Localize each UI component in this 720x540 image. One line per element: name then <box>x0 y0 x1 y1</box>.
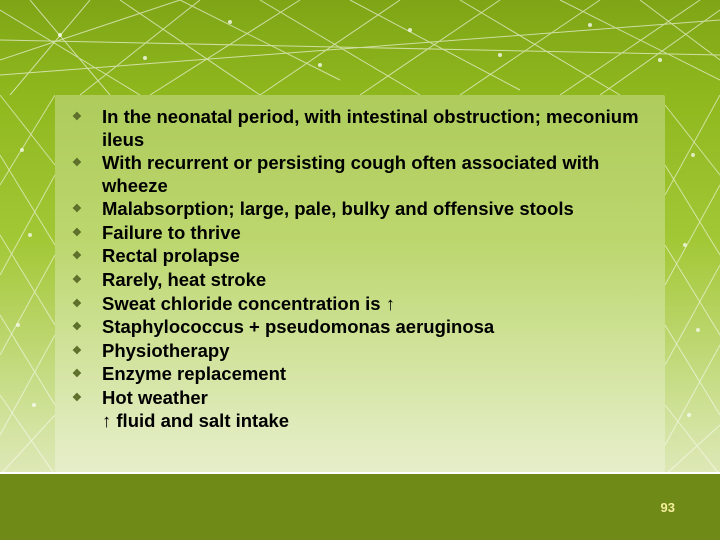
diamond-bullet-icon: ❖ <box>72 198 102 216</box>
decorative-web-top <box>0 0 720 95</box>
slide: ❖ In the neonatal period, with intestina… <box>0 0 720 540</box>
list-item: ❖ Staphylococcus + pseudomonas aeruginos… <box>72 316 657 339</box>
list-item-text: Enzyme replacement <box>102 363 657 386</box>
diamond-bullet-icon: ❖ <box>72 222 102 240</box>
decorative-web-left <box>0 95 55 475</box>
list-item-text: Rectal prolapse <box>102 245 657 268</box>
list-item-text: Malabsorption; large, pale, bulky and of… <box>102 198 657 221</box>
list-item: ❖ Enzyme replacement <box>72 363 657 386</box>
list-item-text: In the neonatal period, with intestinal … <box>102 106 657 151</box>
list-item-text: Hot weather <box>102 387 657 410</box>
list-item: ❖ Sweat chloride concentration is ↑ <box>72 293 657 316</box>
list-item: ❖ Physiotherapy <box>72 340 657 363</box>
list-item-text: ↑ fluid and salt intake <box>102 410 657 433</box>
list-item-text: With recurrent or persisting cough often… <box>102 152 657 197</box>
diamond-bullet-icon: ❖ <box>72 293 102 311</box>
diamond-bullet-icon: ❖ <box>72 340 102 358</box>
page-number: 93 <box>661 500 675 515</box>
list-item: ❖ Malabsorption; large, pale, bulky and … <box>72 198 657 221</box>
diamond-bullet-icon: ❖ <box>72 245 102 263</box>
list-item: ❖ Rarely, heat stroke <box>72 269 657 292</box>
list-item: ❖ With recurrent or persisting cough oft… <box>72 152 657 197</box>
diamond-bullet-icon: ❖ <box>72 106 102 124</box>
list-item-text: Sweat chloride concentration is ↑ <box>102 293 657 316</box>
diamond-bullet-icon: ❖ <box>72 387 102 405</box>
diamond-bullet-icon: ❖ <box>72 152 102 170</box>
footer-bar <box>0 472 720 540</box>
list-item-text: Staphylococcus + pseudomonas aeruginosa <box>102 316 657 339</box>
list-item-continuation: ❖ ↑ fluid and salt intake <box>72 410 657 433</box>
list-item: ❖ In the neonatal period, with intestina… <box>72 106 657 151</box>
diamond-bullet-icon: ❖ <box>72 269 102 287</box>
list-item-text: Rarely, heat stroke <box>102 269 657 292</box>
list-item: ❖ Failure to thrive <box>72 222 657 245</box>
bullet-list: ❖ In the neonatal period, with intestina… <box>72 106 657 434</box>
list-item-text: Failure to thrive <box>102 222 657 245</box>
diamond-bullet-icon: ❖ <box>72 316 102 334</box>
decorative-web-right <box>665 95 720 475</box>
diamond-bullet-icon: ❖ <box>72 363 102 381</box>
list-item: ❖ Hot weather <box>72 387 657 410</box>
list-item-text: Physiotherapy <box>102 340 657 363</box>
list-item: ❖ Rectal prolapse <box>72 245 657 268</box>
